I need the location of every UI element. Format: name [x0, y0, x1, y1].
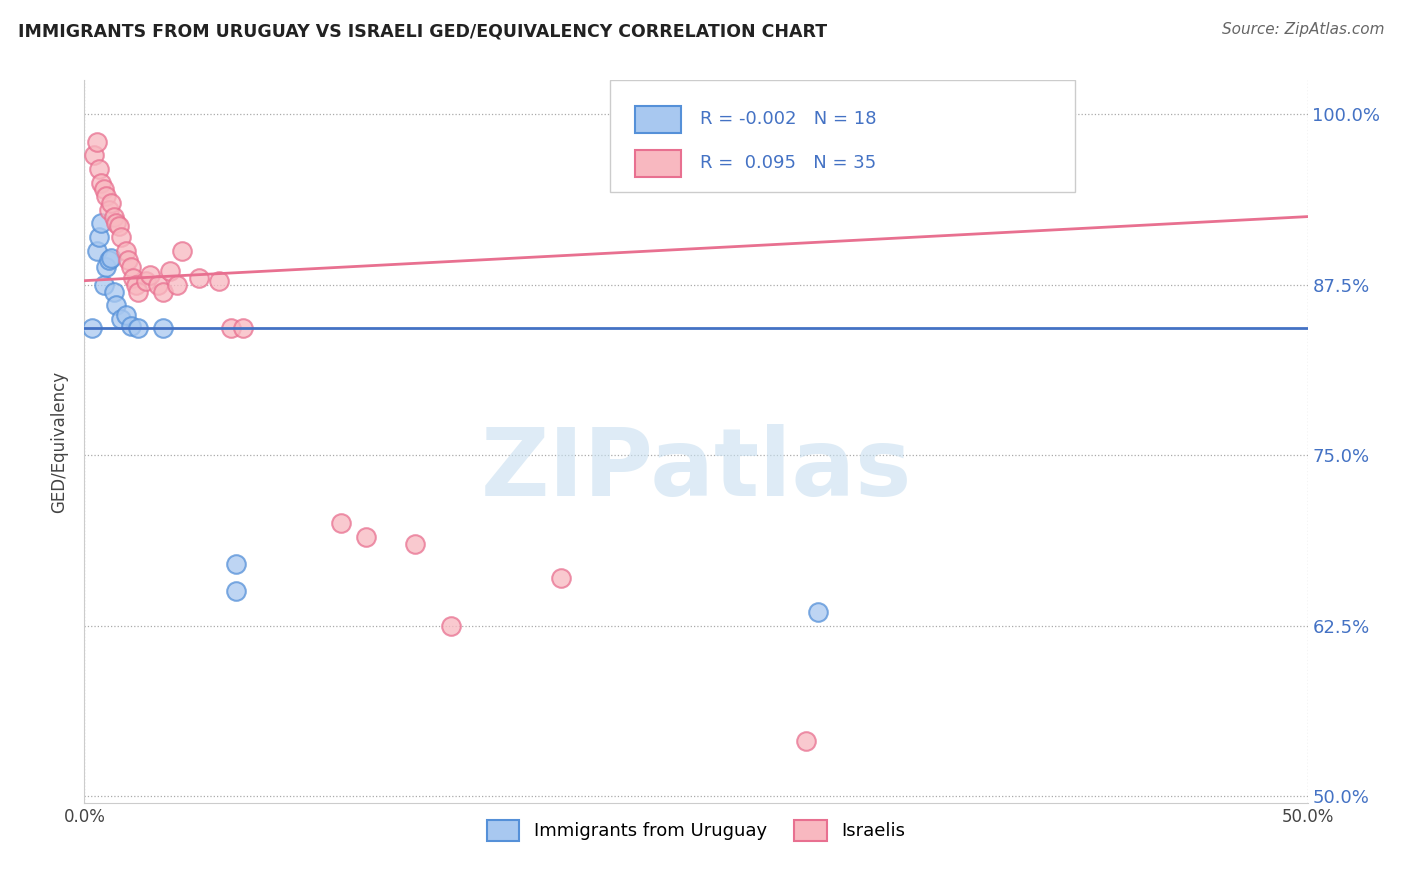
Point [115, 244, 138, 258]
Point [93, 182, 115, 196]
Point [93, 277, 115, 292]
Y-axis label: GED/Equivalency: GED/Equivalency [51, 370, 69, 513]
Point [225, 584, 247, 599]
Point [100, 196, 122, 211]
Text: R =  0.095   N = 35: R = 0.095 N = 35 [700, 154, 876, 172]
Point [110, 311, 132, 326]
Point [97, 202, 120, 217]
Point [107, 219, 129, 234]
Point [146, 277, 169, 292]
Point [440, 618, 463, 632]
Text: Source: ZipAtlas.com: Source: ZipAtlas.com [1222, 22, 1385, 37]
Point [330, 516, 353, 531]
Point [103, 210, 125, 224]
Point [90, 216, 112, 230]
Point [188, 271, 211, 285]
Point [115, 308, 138, 322]
Point [87, 161, 110, 176]
Point [135, 274, 157, 288]
Point [159, 264, 181, 278]
Point [208, 274, 231, 288]
FancyBboxPatch shape [636, 106, 682, 134]
FancyBboxPatch shape [636, 150, 682, 178]
Point [86, 244, 108, 258]
Point [807, 605, 830, 619]
Legend: Immigrants from Uruguay, Israelis: Immigrants from Uruguay, Israelis [479, 813, 912, 848]
Point [103, 285, 125, 299]
Point [120, 260, 142, 274]
Point [127, 285, 149, 299]
Point [80, 321, 103, 335]
Point [105, 216, 128, 230]
Text: ZIPatlas: ZIPatlas [481, 425, 911, 516]
Point [232, 321, 254, 335]
Point [794, 734, 817, 748]
Point [550, 571, 572, 585]
FancyBboxPatch shape [610, 80, 1076, 193]
Point [86, 135, 108, 149]
Point [139, 268, 162, 283]
Point [120, 318, 142, 333]
Point [90, 176, 112, 190]
Point [404, 537, 426, 551]
Point [97, 253, 120, 268]
Point [100, 251, 122, 265]
Point [166, 277, 188, 292]
Point [152, 321, 174, 335]
Point [172, 244, 194, 258]
Text: R = -0.002   N = 18: R = -0.002 N = 18 [700, 110, 876, 128]
Point [125, 277, 148, 292]
Point [152, 285, 174, 299]
Point [127, 321, 149, 335]
Point [96, 189, 118, 203]
Point [219, 321, 242, 335]
Point [96, 260, 118, 274]
Text: IMMIGRANTS FROM URUGUAY VS ISRAELI GED/EQUIVALENCY CORRELATION CHART: IMMIGRANTS FROM URUGUAY VS ISRAELI GED/E… [18, 22, 827, 40]
Point [117, 253, 139, 268]
Point [225, 558, 247, 572]
Point [83, 148, 105, 162]
Point [122, 271, 145, 285]
Point [354, 530, 377, 544]
Point [87, 230, 110, 244]
Point [110, 230, 132, 244]
Point [105, 298, 128, 312]
